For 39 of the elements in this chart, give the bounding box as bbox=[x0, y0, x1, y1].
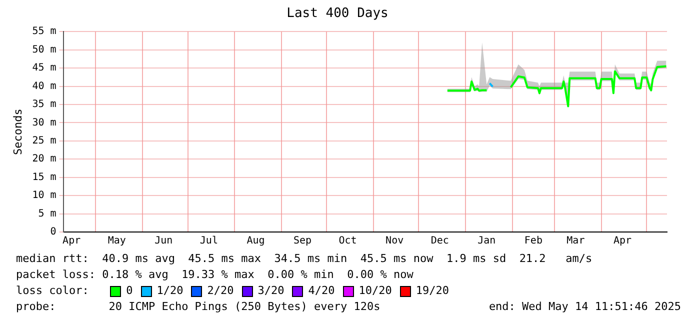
y-axis-title: Seconds bbox=[11, 108, 24, 155]
y-tick-label: 40 m bbox=[32, 80, 56, 92]
chart-title: Last 400 Days bbox=[286, 6, 388, 22]
legend-label: 1/20 bbox=[156, 283, 184, 299]
x-tick-label: May bbox=[108, 236, 126, 247]
x-tick-label: Apr bbox=[62, 236, 81, 247]
text: median rtt: 40.9 ms avg 45.5 ms max 34.5 ms min 45.5 ms now 1.9 ms sd 21.2 am/s bbox=[16, 251, 592, 267]
text: packet loss: 0.18 % avg 19.33 % max 0.00 % min 0.00 % now bbox=[16, 267, 414, 283]
x-tick-label: Mar bbox=[566, 236, 585, 247]
x-tick-label: Sep bbox=[293, 236, 312, 247]
x-tick-label: Feb bbox=[524, 236, 542, 247]
text: probe: 20 ICMP Echo Pings (250 Bytes) every 120s bbox=[16, 299, 380, 315]
legend-label: 4/20 bbox=[308, 283, 335, 299]
legend-title: loss color: bbox=[16, 283, 90, 299]
y-tick-label: 25 m bbox=[32, 136, 56, 147]
legend-label: 0 bbox=[126, 283, 133, 299]
x-tick-label: Dec bbox=[430, 236, 449, 247]
y-tick-label: 55 m bbox=[32, 26, 56, 38]
y-tick-label: 35 m bbox=[32, 99, 56, 110]
legend-label: 3/20 bbox=[258, 283, 284, 299]
y-tick-label: 10 m bbox=[32, 190, 56, 202]
legend-label: 10/20 bbox=[358, 283, 392, 299]
x-tick-label: Jun bbox=[154, 236, 173, 247]
y-tick-label: 5 m bbox=[38, 208, 56, 220]
x-tick-label: Jul bbox=[200, 236, 218, 247]
y-tick-label: 0 bbox=[50, 226, 56, 238]
y-tick-label: 15 m bbox=[32, 172, 56, 183]
x-tick-label: Aug bbox=[246, 236, 265, 247]
text: end: Wed May 14 11:51:46 2025 bbox=[488, 299, 681, 315]
y-tick-label: 50 m bbox=[32, 44, 56, 56]
y-tick-label: 20 m bbox=[32, 154, 56, 165]
x-tick-label: Oct bbox=[338, 236, 357, 247]
x-tick-label: Jan bbox=[478, 236, 496, 247]
x-tick-label: Nov bbox=[386, 236, 404, 247]
legend-label: 19/20 bbox=[416, 283, 449, 299]
y-tick-label: 45 m bbox=[32, 62, 56, 74]
y-tick-label: 30 m bbox=[32, 117, 56, 128]
x-tick-label: Apr bbox=[613, 236, 632, 247]
legend-label: 2/20 bbox=[207, 283, 234, 299]
